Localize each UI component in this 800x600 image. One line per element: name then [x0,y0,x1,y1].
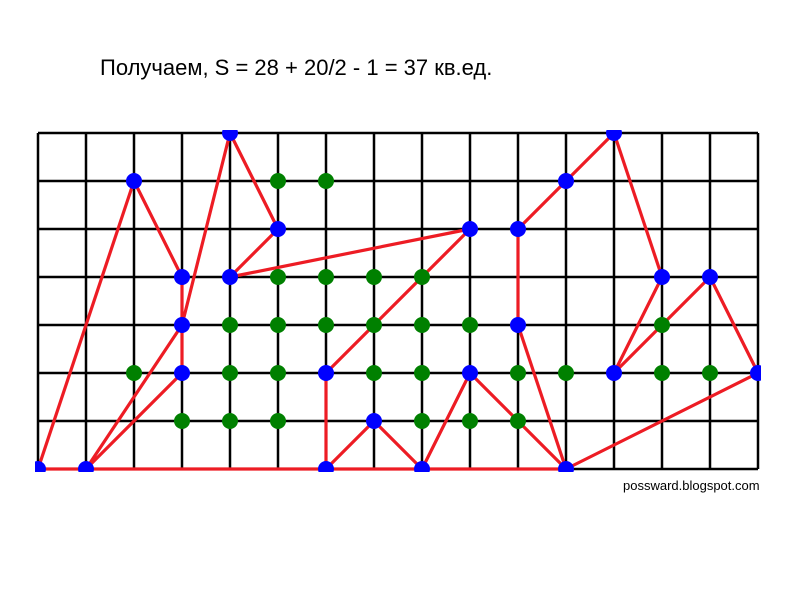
picks-theorem-diagram [35,130,761,472]
source-attribution: possward.blogspot.com [623,478,760,493]
figure-container [35,130,761,477]
page-caption: Получаем, S = 28 + 20/2 - 1 = 37 кв.ед. [100,55,492,81]
